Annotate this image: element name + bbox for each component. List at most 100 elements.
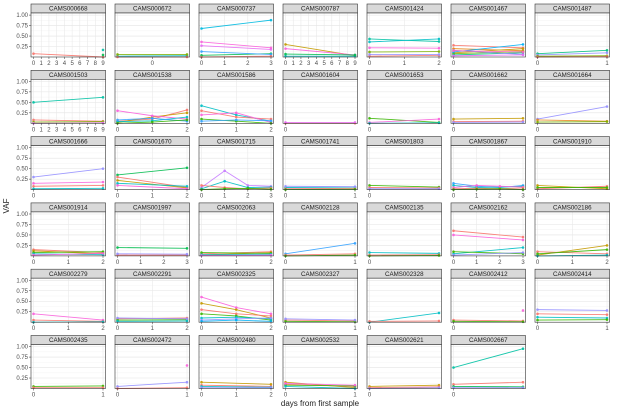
series-line [33,319,104,322]
x-tick-label: 2 [269,393,273,399]
data-point [452,49,455,53]
x-tick-label: 8 [94,61,98,67]
x-tick-label: 0 [452,61,456,67]
data-point [200,40,203,44]
plot-area [199,13,274,57]
series-line [537,249,608,255]
series-line [33,184,104,187]
facet-panel-CAMS001910: CAMS001910 0 [534,136,610,200]
data-point [521,120,525,124]
data-point [437,117,441,121]
data-point [452,383,455,386]
y-tick-label: 1.00 [16,13,28,19]
data-point [284,47,287,50]
data-point [116,175,119,179]
data-point [101,48,105,52]
data-point [605,105,609,108]
data-point [234,318,238,322]
plot-area [283,145,358,190]
facet-panel-CAMS001653: CAMS001653 0 [366,70,442,133]
data-point [185,317,189,321]
y-tick-label: 0.50 [16,233,28,239]
x-tick-label: 0 [32,194,36,200]
data-point [200,295,203,299]
facet-strip-label: CAMS001538 [133,72,172,79]
y-tick-label: 0.75 [16,289,28,295]
panel-border [450,344,526,389]
data-point [536,186,539,189]
facet-panel-CAMS001487: CAMS001487 0 1 [534,3,610,67]
y-tick-label: 0.75 [16,355,28,361]
panel-border [30,79,106,124]
series-line [201,252,272,254]
data-point [234,306,238,309]
data-point [223,179,226,183]
plot-area [451,145,526,190]
x-tick-label: 0 [368,127,372,133]
data-point [452,43,455,47]
facet-panel-CAMS001867: CAMS001867 0 1 2 3 [450,136,526,200]
x-tick-label: 5 [70,127,74,133]
series-line [369,386,440,389]
data-point [536,118,539,122]
x-tick-label: 6 [330,61,334,67]
facet-strip-label: CAMS001910 [553,138,592,145]
x-tick-label: 3 [269,194,273,200]
facet-panel-CAMS002135: CAMS002135 0 [366,202,442,266]
series-line [117,247,188,249]
data-point [437,319,441,323]
series-line [369,38,440,43]
facet-panel-CAMS001741: CAMS001741 0 1 [282,136,358,200]
series-line [201,170,272,188]
series-line [453,234,524,241]
series-line [453,48,524,52]
facet-panel-CAMS002621: CAMS002621 0 [366,335,442,399]
x-tick-label: 0 [32,326,36,332]
facet-strip-label: CAMS001664 [553,72,592,79]
panel-border [366,211,442,257]
data-point [185,108,189,112]
data-point [452,233,455,237]
series-line [453,247,524,255]
data-point [521,380,525,384]
x-tick-label: 6 [78,127,82,133]
series-line [201,41,272,49]
facet-strip-label: CAMS001503 [49,72,88,79]
data-point [437,121,441,125]
panel-border [534,12,610,58]
facet-strip-label: CAMS000787 [301,6,340,13]
series-line [201,384,272,387]
x-tick-label: 1 [151,127,155,133]
x-tick-label: 1 [403,61,407,67]
facet-strip-label: CAMS001670 [133,138,172,145]
x-tick-label: 1 [353,326,357,332]
plot-area [31,13,106,57]
data-point [234,111,238,115]
x-tick-label: 1 [67,326,71,332]
data-point [605,313,609,316]
y-tick-label: 1.00 [16,345,28,351]
data-point [116,179,119,182]
data-point [116,109,119,113]
x-tick-label: 0 [452,393,456,399]
data-point [101,53,105,57]
facet-strip-label: CAMS002667 [469,337,508,344]
panel-border [30,12,106,58]
data-point [101,180,105,184]
data-point [116,118,119,122]
facet-panel-CAMS002532: CAMS002532 0 1 [282,335,358,399]
data-point [246,184,250,187]
facet-panel-CAMS001666: CAMS001666 1.00 0.75 0.50 0.25 0 [16,136,106,200]
data-point [521,251,525,254]
data-point [368,116,371,120]
data-point [437,46,441,50]
plot-area [115,13,190,57]
series-line [537,49,608,55]
facet-panel-CAMS002414: CAMS002414 0 1 [534,268,610,332]
data-point [368,46,371,50]
facet-strip-label: CAMS002621 [385,337,424,344]
series-line [369,384,440,387]
data-point [185,380,189,384]
